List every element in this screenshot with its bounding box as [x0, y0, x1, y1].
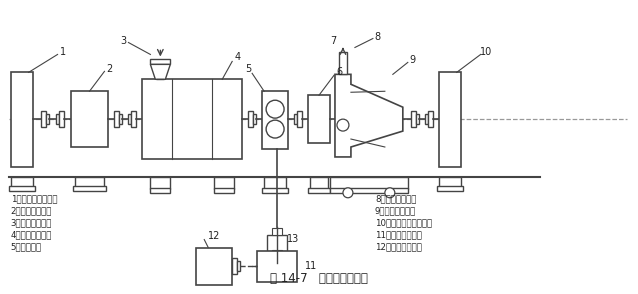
Text: 8: 8: [375, 31, 381, 41]
Bar: [437, 186, 463, 191]
Circle shape: [266, 100, 284, 118]
Bar: [131, 111, 137, 127]
Bar: [308, 188, 330, 193]
Bar: [264, 177, 286, 189]
Text: 12－齿轮泵电动机: 12－齿轮泵电动机: [375, 243, 422, 252]
Bar: [142, 79, 242, 159]
Bar: [214, 188, 234, 193]
Bar: [128, 114, 131, 124]
Bar: [45, 114, 48, 124]
Text: 1: 1: [59, 47, 66, 57]
Bar: [151, 177, 170, 189]
Bar: [416, 114, 419, 124]
Bar: [9, 186, 34, 191]
Bar: [114, 111, 119, 127]
Bar: [427, 111, 433, 127]
Text: 2: 2: [107, 64, 112, 74]
Bar: [248, 111, 253, 127]
Bar: [272, 250, 282, 256]
Bar: [41, 111, 45, 127]
Bar: [197, 248, 232, 285]
Text: 11－同步齿轮箱；: 11－同步齿轮箱；: [375, 230, 422, 240]
Bar: [11, 72, 33, 167]
Bar: [425, 114, 427, 124]
Text: 4: 4: [234, 52, 241, 62]
Text: 11: 11: [305, 261, 317, 271]
Bar: [232, 258, 237, 274]
Text: 4－双螺杆筒体；: 4－双螺杆筒体；: [11, 230, 52, 240]
Text: 10: 10: [480, 47, 492, 57]
Bar: [439, 177, 461, 187]
Polygon shape: [335, 74, 403, 157]
Text: 5－齿轮泵；: 5－齿轮泵；: [11, 243, 42, 252]
Text: 13: 13: [287, 233, 299, 243]
Text: 1－混炼机主电机；: 1－混炼机主电机；: [11, 195, 57, 204]
Bar: [214, 177, 234, 189]
Text: 12: 12: [208, 230, 220, 240]
Text: 2－齿轮减速器；: 2－齿轮减速器；: [11, 207, 52, 216]
Bar: [330, 188, 408, 193]
Polygon shape: [151, 64, 170, 79]
Bar: [272, 228, 282, 235]
Text: 3: 3: [121, 36, 126, 46]
Bar: [253, 114, 256, 124]
Bar: [267, 235, 287, 250]
Bar: [119, 114, 122, 124]
Bar: [339, 52, 347, 74]
Text: 10－水下切粒电动机；: 10－水下切粒电动机；: [375, 219, 432, 228]
Text: 9－水下切粒机；: 9－水下切粒机；: [375, 207, 416, 216]
Bar: [330, 177, 408, 189]
Text: 8－颗粒水出口；: 8－颗粒水出口；: [375, 195, 416, 204]
Bar: [411, 111, 416, 127]
Bar: [56, 114, 59, 124]
Bar: [262, 91, 288, 149]
Text: 6: 6: [336, 67, 342, 77]
Bar: [310, 177, 328, 189]
Bar: [75, 177, 105, 187]
Circle shape: [337, 119, 349, 131]
Text: 图 14-7   造粒机组示意图: 图 14-7 造粒机组示意图: [270, 272, 368, 285]
Text: 5: 5: [245, 64, 251, 74]
Text: 7: 7: [330, 36, 336, 46]
Bar: [59, 111, 64, 127]
Bar: [262, 188, 288, 193]
Bar: [237, 261, 240, 271]
Text: 3－粉末下料器；: 3－粉末下料器；: [11, 219, 52, 228]
Bar: [151, 188, 170, 193]
Circle shape: [385, 188, 395, 198]
Bar: [73, 186, 107, 191]
Circle shape: [343, 188, 353, 198]
Bar: [297, 111, 302, 127]
Text: 9: 9: [410, 55, 416, 65]
Bar: [294, 114, 297, 124]
Circle shape: [266, 120, 284, 138]
Bar: [257, 250, 297, 282]
Bar: [308, 95, 330, 143]
Bar: [151, 59, 170, 64]
Bar: [439, 72, 461, 167]
Bar: [11, 177, 33, 187]
Bar: [71, 91, 108, 147]
